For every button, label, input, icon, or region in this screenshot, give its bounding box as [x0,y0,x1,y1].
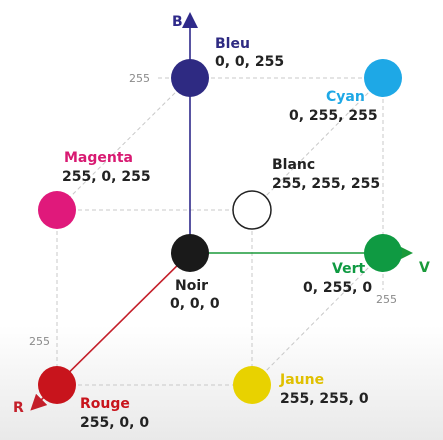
v-axis-label: V [419,260,430,276]
r-axis-label: R [13,400,24,416]
label-rouge-value: 255, 0, 0 [80,415,149,431]
label-blanc-value: 255, 255, 255 [272,176,380,192]
node-blanc [232,190,272,230]
edge-cyan-blanc [251,77,384,211]
b-axis-label: B [172,14,183,30]
tick-b-255: 255 [129,72,150,85]
tick-r-255: 255 [29,335,50,348]
node-cyan [364,59,402,97]
label-bleu-name: Bleu [215,36,250,52]
node-jaune [233,366,271,404]
node-magenta [38,191,76,229]
label-bleu-value: 0, 0, 255 [215,54,284,70]
label-magenta-name: Magenta [64,150,133,166]
cube-edges [56,77,384,386]
node-rouge [38,366,76,404]
label-cyan-name: Cyan [326,89,365,105]
label-blanc-name: Blanc [272,157,315,173]
label-vert-name: Vert [332,261,365,277]
label-noir-name: Noir [175,278,208,294]
node-noir [171,234,209,272]
label-jaune-value: 255, 255, 0 [280,391,369,407]
edge-vert-jaune [251,252,384,386]
node-bleu [171,59,209,97]
label-cyan-value: 0, 255, 255 [289,108,378,124]
tick-v-255: 255 [376,293,397,306]
label-vert-value: 0, 255, 0 [303,280,372,296]
node-vert [364,234,402,272]
label-noir-value: 0, 0, 0 [170,296,220,312]
edge-bleu-magenta [56,77,191,211]
label-magenta-value: 255, 0, 255 [62,169,151,185]
label-jaune-name: Jaune [279,372,324,388]
label-rouge-name: Rouge [80,396,130,412]
